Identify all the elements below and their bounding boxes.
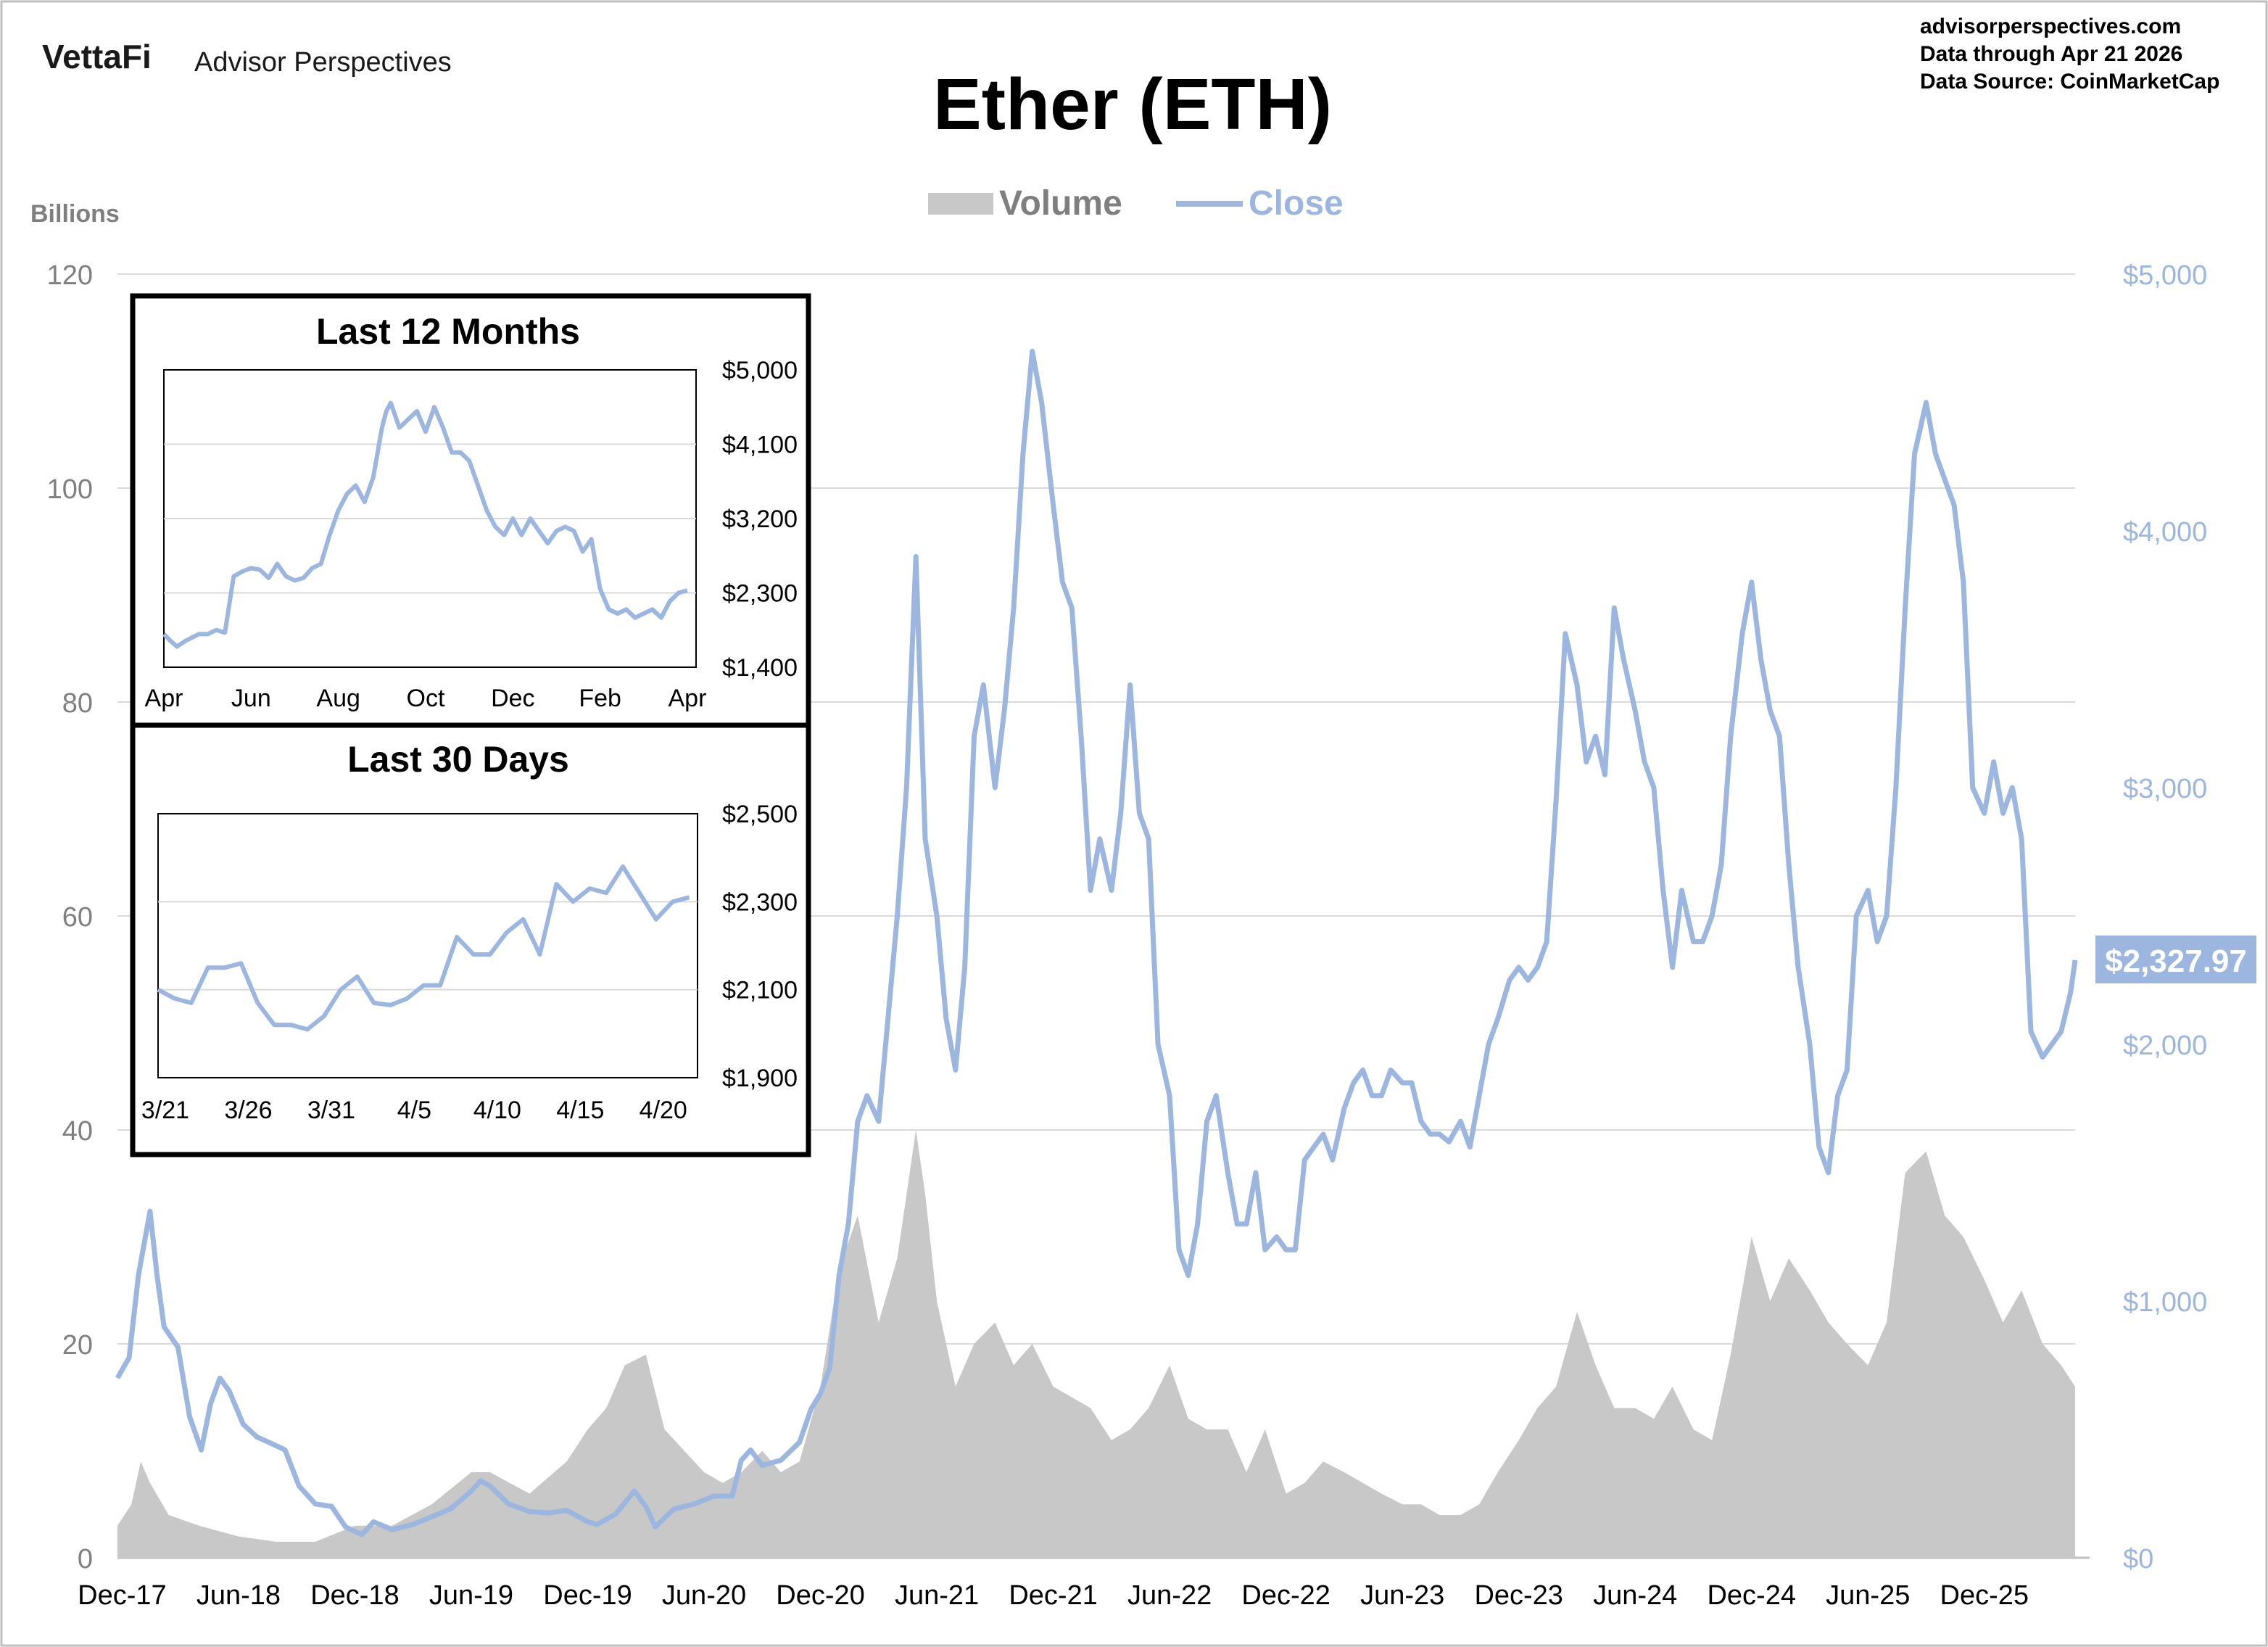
x-tick-label: Jun-24	[1593, 1580, 1677, 1611]
site-url: advisorperspectives.com	[1920, 15, 2181, 38]
volume-area-group	[117, 1130, 2075, 1558]
last-close-badge-bg	[2095, 935, 2256, 983]
x-tick-label: Jun-18	[196, 1580, 281, 1611]
inset-y-tick-label: $2,100	[722, 977, 798, 1004]
inset-plot-area	[157, 813, 698, 1078]
x-axis: Dec-17 Jun-18 Dec-18 Jun-19 Dec-19 Jun-20 Dec-…	[78, 1580, 2029, 1611]
inset-30-days-plot: $1,900 $2,100 $2,300 $2,500 3/21 3/26 3/31 4/5 4…	[141, 801, 798, 1124]
inset-12-months-title: Last 12 Months	[316, 311, 580, 352]
inset-x-tick-label: Oct	[407, 685, 445, 712]
inset-y-tick-label: $1,400	[722, 654, 798, 682]
x-tick-label: Jun-19	[429, 1580, 513, 1611]
inset-close-line	[157, 864, 690, 1032]
y-left-tick-label: 40	[62, 1116, 93, 1147]
chart-title: Ether (ETH)	[933, 64, 1332, 145]
inset-y-tick-label: $2,500	[722, 801, 798, 828]
inset-x-tick-label: Dec	[491, 685, 534, 712]
close-line-group	[115, 348, 2078, 1537]
x-tick-label: Dec-18	[310, 1580, 400, 1611]
x-tick-label: Dec-21	[1009, 1580, 1098, 1611]
data-through: Data through Apr 21 2026	[1920, 42, 2182, 66]
vettafi-logo: VettaFi	[42, 38, 152, 75]
y-right-tick-label: $0	[2123, 1544, 2153, 1574]
inset-12-months-plot: $1,400 $2,300 $3,200 $4,100 $5,000 Apr Jun Aug O…	[145, 357, 798, 712]
inset-x-tick-label: Apr	[145, 685, 183, 712]
volume-area	[117, 1130, 2075, 1558]
y-right-tick-label: $5,000	[2123, 260, 2207, 291]
inset-30-days-title: Last 30 Days	[347, 739, 569, 780]
inset-x-tick-label: 3/31	[307, 1097, 355, 1124]
inset-y-tick-label: $2,300	[722, 888, 798, 916]
last-close-value: $2,327.97	[2105, 944, 2247, 979]
y-axis-right: $0 $1,000 $2,000 $3,000 $4,000 $5,000	[2123, 260, 2207, 1574]
x-tick-label: Jun-22	[1127, 1580, 1212, 1611]
inset-y-tick-label: $4,100	[722, 432, 798, 459]
x-tick-label: Dec-22	[1241, 1580, 1330, 1611]
y-right-tick-label: $3,000	[2123, 774, 2207, 804]
x-tick-label: Dec-23	[1474, 1580, 1563, 1611]
inset-x-tick-label: Jun	[231, 685, 271, 712]
y-left-tick-label: 100	[47, 474, 93, 505]
x-tick-label: Dec-20	[776, 1580, 865, 1611]
last-close-badge: $2,327.97	[2095, 935, 2256, 983]
y-left-tick-label: 0	[78, 1544, 93, 1574]
y-left-tick-label: 60	[62, 902, 93, 933]
x-tick-label: Jun-25	[1826, 1580, 1910, 1611]
inset-close-line	[162, 400, 688, 649]
inset-x-tick-label: 4/15	[556, 1097, 604, 1124]
x-tick-label: Jun-21	[895, 1580, 979, 1611]
advisor-perspectives-brand: Advisor Perspectives	[194, 47, 452, 78]
y-axis-left: 0 20 40 60 80 100 120	[47, 260, 93, 1574]
x-tick-label: Dec-17	[78, 1580, 167, 1611]
y-right-tick-label: $2,000	[2123, 1031, 2207, 1061]
inset-x-tick-label: 3/26	[224, 1097, 272, 1124]
inset-x-tick-label: 4/10	[473, 1097, 521, 1124]
x-tick-label: Jun-23	[1360, 1580, 1444, 1611]
legend-volume-label: Volume	[999, 184, 1122, 223]
y-right-tick-label: $4,000	[2123, 517, 2207, 548]
data-source: Data Source: CoinMarketCap	[1920, 70, 2219, 94]
x-tick-label: Dec-24	[1707, 1580, 1796, 1611]
inset-x-tick-label: Feb	[579, 685, 621, 712]
x-tick-label: Dec-19	[543, 1580, 632, 1611]
legend-close-label: Close	[1249, 184, 1344, 223]
y-axis-left-title: Billions	[30, 200, 120, 228]
close-price-line	[115, 348, 2078, 1537]
inset-x-tick-label: 4/5	[397, 1097, 431, 1124]
inset-y-tick-label: $5,000	[722, 357, 798, 384]
y-right-tick-label: $1,000	[2123, 1287, 2207, 1318]
x-tick-label: Dec-25	[1940, 1580, 2029, 1611]
inset-x-tick-label: 4/20	[640, 1097, 687, 1124]
inset-x-tick-label: Apr	[669, 685, 707, 712]
y-left-tick-label: 80	[62, 688, 93, 719]
y-left-tick-label: 120	[47, 260, 93, 291]
x-tick-label: Jun-20	[662, 1580, 746, 1611]
y-left-tick-label: 20	[62, 1330, 93, 1361]
inset-y-tick-label: $1,900	[722, 1065, 798, 1092]
legend-volume-swatch	[928, 193, 993, 215]
inset-y-tick-label: $3,200	[722, 505, 798, 533]
inset-x-tick-label: Aug	[316, 685, 360, 712]
inset-y-tick-label: $2,300	[722, 580, 798, 608]
inset-x-tick-label: 3/21	[141, 1097, 189, 1124]
